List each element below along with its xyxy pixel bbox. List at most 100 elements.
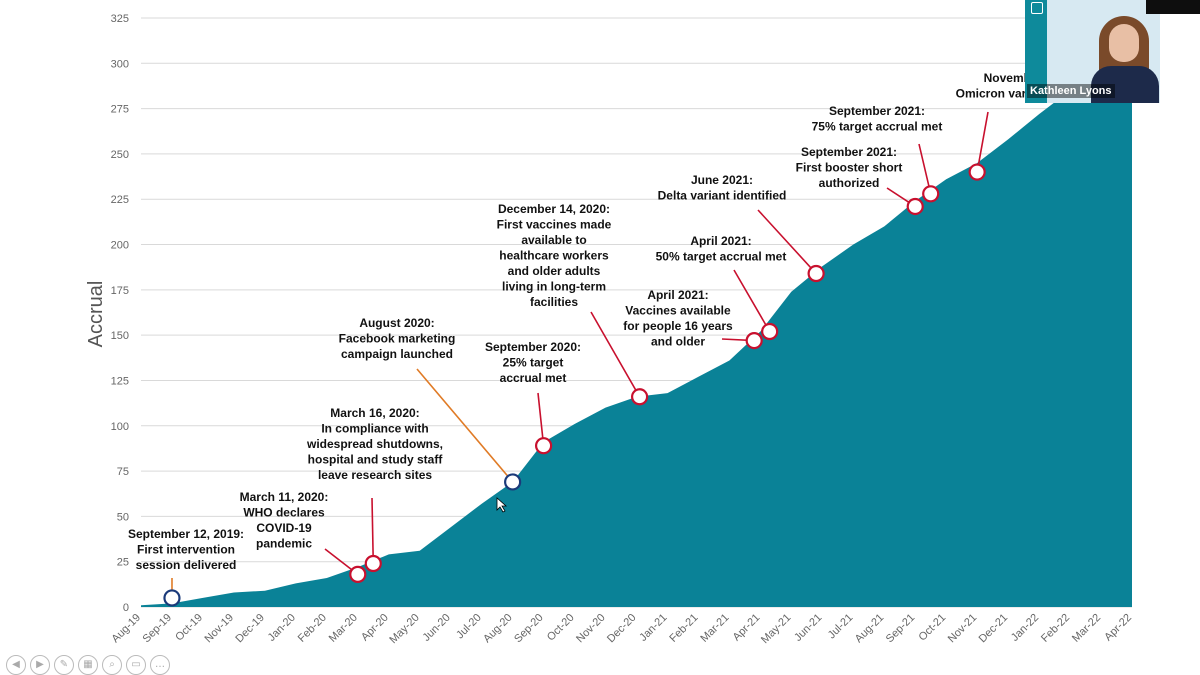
event-marker[interactable] (906, 197, 924, 216)
event-marker[interactable] (968, 163, 986, 181)
x-tick-label: Aug-19 (110, 612, 144, 646)
x-tick-label: Apr-20 (359, 612, 391, 644)
event-marker[interactable] (534, 437, 553, 455)
zoom-icon[interactable]: ⌕ (102, 655, 122, 675)
y-tick-label: 100 (111, 421, 129, 433)
x-tick-label: May-20 (387, 612, 421, 646)
event-marker[interactable] (922, 185, 940, 203)
event-annotation: September 2021: First booster short author… (796, 145, 924, 216)
event-label-line: 75% target accrual met (812, 120, 943, 134)
participant-name-label: Kathleen Lyons (1027, 84, 1115, 98)
event-label-line: March 16, 2020: (330, 406, 419, 420)
x-tick-label: Apr-21 (731, 612, 763, 644)
participant-body (1091, 66, 1159, 103)
event-annotation: March 16, 2020: In compliance with widespr… (306, 406, 443, 573)
event-label: September 2020: 25% target accrual met (485, 340, 581, 385)
event-label-line: and older adults (508, 264, 601, 278)
event-label-line: Delta variant identified (658, 189, 787, 203)
event-marker[interactable] (163, 589, 181, 607)
event-label-line: campaign launched (341, 347, 453, 361)
event-annotation: April 2021: 50% target accrual met (656, 234, 787, 341)
event-leader-line (537, 392, 545, 446)
event-label-line: First intervention (137, 543, 235, 557)
x-tick-label: Mar-20 (327, 612, 360, 645)
event-label: December 14, 2020: First vaccines made ava… (497, 202, 612, 309)
event-label-line: In compliance with (321, 422, 428, 436)
more-icon[interactable]: … (150, 655, 170, 675)
event-label-line: COVID-19 (256, 521, 312, 535)
event-label-line: accrual met (500, 371, 567, 385)
forward-icon[interactable]: ▶ (30, 655, 50, 675)
event-label-line: healthcare workers (499, 249, 609, 263)
subtitles-icon[interactable]: ▭ (126, 655, 146, 675)
y-axis-ticks: 0 25 50 75 100 125 150 175 200 225 250 275 300 325 (111, 13, 129, 614)
event-label-line: authorized (819, 176, 880, 190)
event-label-line: April 2021: (647, 288, 708, 302)
y-tick-label: 300 (111, 58, 129, 70)
event-label-line: Facebook marketing (339, 332, 456, 346)
institution-logo-icon (1031, 2, 1043, 14)
y-tick-label: 125 (111, 375, 129, 387)
event-label-line: Vaccines available (625, 304, 731, 318)
presentation-toolbar: ◀ ▶ ✎ ▦ ⌕ ▭ … (6, 655, 170, 675)
event-marker[interactable] (761, 322, 779, 341)
y-tick-label: 325 (111, 13, 129, 25)
event-annotation: August 2020: Facebook marketing campaign l… (339, 316, 522, 491)
event-label-line: December 14, 2020: (498, 202, 610, 216)
accrual-area (141, 39, 1132, 607)
x-tick-label: Jan-22 (1009, 612, 1041, 644)
event-label-line: August 2020: (359, 316, 434, 330)
event-leader-line (416, 368, 514, 483)
x-tick-label: Feb-21 (667, 612, 700, 645)
event-label-line: 25% target (503, 356, 564, 370)
x-tick-label: Sep-21 (884, 612, 918, 646)
event-label-line: widespread shutdowns, (306, 437, 443, 451)
slides-icon[interactable]: ▦ (78, 655, 98, 675)
event-label-line: leave research sites (318, 468, 432, 482)
x-tick-label: Jan-20 (266, 612, 298, 644)
y-tick-label: 200 (111, 240, 129, 252)
event-label: September 2021: First booster short author… (796, 145, 903, 190)
participant-video[interactable]: Kathleen Lyons (1025, 0, 1160, 103)
event-label-line: for people 16 years (623, 319, 733, 333)
event-marker[interactable] (349, 565, 367, 583)
event-marker[interactable] (807, 264, 825, 283)
event-label: March 11, 2020: WHO declares COVID-19 pande… (240, 490, 329, 551)
x-tick-label: Oct-19 (173, 612, 205, 644)
event-marker[interactable] (630, 388, 649, 406)
event-label: April 2021: 50% target accrual met (656, 234, 787, 264)
x-tick-label: Nov-19 (202, 612, 236, 646)
event-label-line: and older (651, 335, 705, 349)
event-annotation: March 11, 2020: WHO declares COVID-19 pande… (240, 490, 367, 583)
x-tick-label: Dec-20 (605, 612, 639, 646)
x-tick-label: May-21 (759, 612, 793, 646)
participant-face (1109, 24, 1139, 62)
event-label: August 2020: Facebook marketing campaign l… (339, 316, 456, 361)
event-leader-line (733, 269, 771, 332)
x-tick-label: Aug-21 (853, 612, 887, 646)
back-icon[interactable]: ◀ (6, 655, 26, 675)
event-label-line: living in long-term (502, 280, 606, 294)
x-tick-label: Jul-21 (826, 612, 856, 642)
event-leader-line (590, 311, 641, 398)
pen-icon[interactable]: ✎ (54, 655, 74, 675)
x-tick-label: Jan-21 (637, 612, 669, 644)
event-leader-line (371, 497, 375, 564)
x-tick-label: Nov-21 (946, 612, 980, 646)
x-tick-label: Dec-21 (977, 612, 1011, 646)
event-label-line: September 2021: (829, 104, 925, 118)
event-marker[interactable] (504, 473, 522, 491)
event-leader-line (976, 111, 989, 173)
y-tick-label: 50 (117, 511, 129, 523)
event-marker[interactable] (364, 554, 382, 573)
event-annotation: December 14, 2020: First vaccines made ava… (497, 202, 649, 406)
x-tick-label: Nov-20 (574, 612, 608, 646)
event-label-line: September 2020: (485, 340, 581, 354)
event-label-line: pandemic (256, 537, 312, 551)
x-tick-label: Apr-22 (1102, 612, 1134, 644)
y-tick-label: 250 (111, 149, 129, 161)
y-axis-label: Accrual (85, 281, 107, 348)
event-marker[interactable] (745, 331, 763, 350)
event-annotation: April 2021: Vaccines available for people … (623, 288, 763, 350)
